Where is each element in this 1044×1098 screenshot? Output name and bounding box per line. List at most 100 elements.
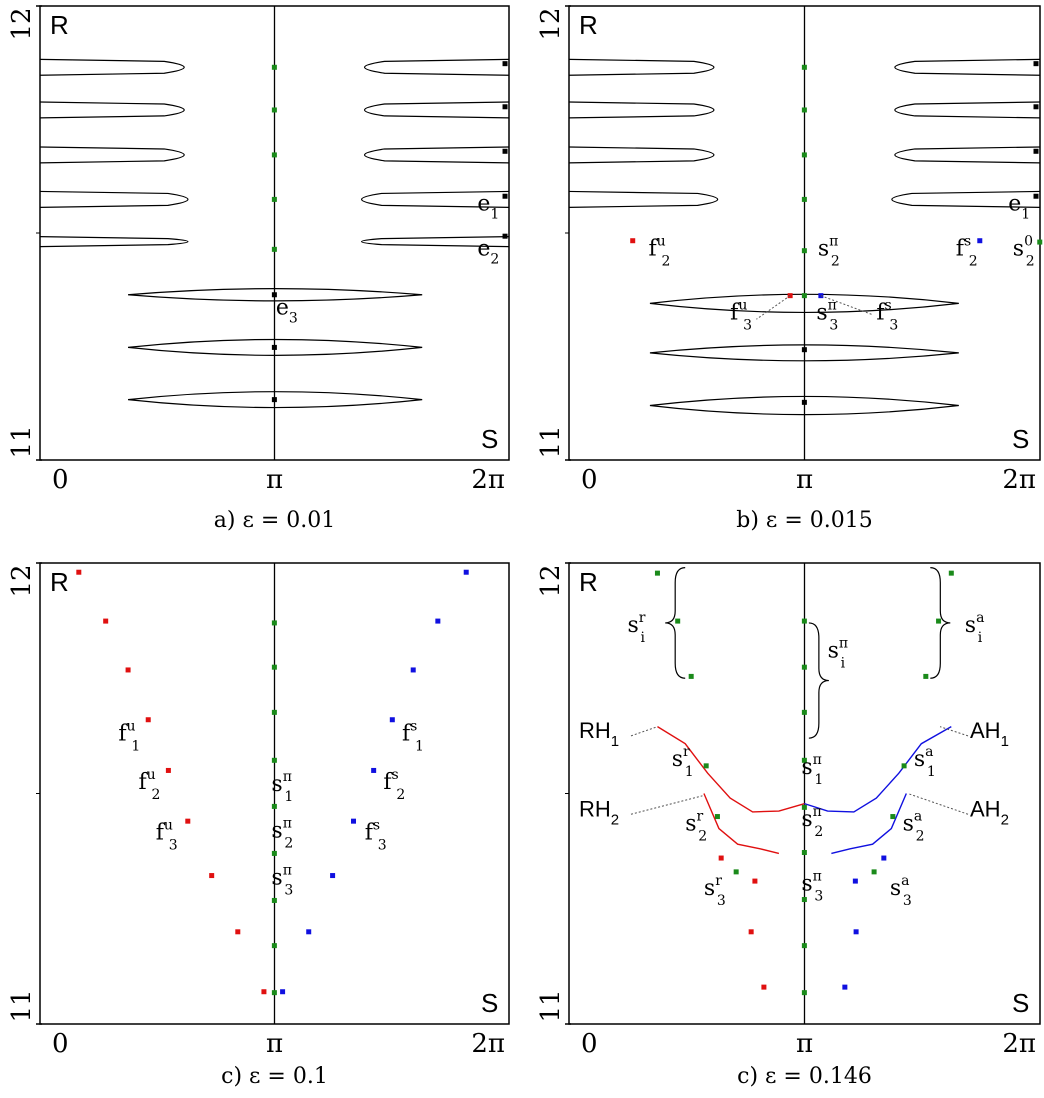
y-max-label: 12 — [536, 7, 566, 40]
y-min-label: 11 — [536, 989, 566, 1022]
data-point — [654, 570, 660, 576]
data-point — [435, 618, 441, 624]
leader-line — [756, 295, 791, 320]
island-curve — [360, 190, 509, 208]
data-point — [502, 148, 508, 154]
island-curve — [649, 344, 959, 362]
data-point — [718, 855, 724, 861]
data-point — [703, 763, 709, 769]
panel-caption: c) ε = 0.146 — [737, 1064, 872, 1089]
island-curve — [128, 288, 423, 302]
island-curve — [363, 146, 509, 164]
data-point — [271, 620, 277, 626]
data-point — [801, 943, 807, 949]
data-point — [801, 804, 807, 810]
data-point — [271, 803, 277, 809]
data-point — [371, 767, 377, 773]
island-curve — [568, 58, 715, 76]
y-axis-letter: R — [50, 567, 69, 597]
data-point — [271, 196, 277, 202]
point-label: e2 — [477, 237, 499, 268]
series-line — [657, 726, 805, 813]
point-label: sa 2 — [903, 808, 925, 844]
data-point — [852, 878, 858, 884]
data-point — [936, 618, 942, 624]
data-point — [280, 989, 286, 995]
point-label: sπ i — [828, 636, 849, 672]
data-point — [502, 104, 508, 110]
data-point — [145, 717, 151, 723]
data-point — [1033, 104, 1039, 110]
point-label: sπ 2 — [271, 815, 293, 851]
curve-label: RH2 — [579, 797, 619, 829]
leader-line — [630, 795, 703, 815]
data-point — [977, 238, 983, 244]
data-point — [801, 248, 807, 254]
data-point — [271, 292, 277, 298]
y-axis-letter: R — [579, 10, 598, 40]
y-axis-letter: R — [579, 567, 598, 597]
data-point — [502, 61, 508, 67]
panel-1: 12 11 R S 0 π 2π a) ε = 0.01 e1 e2 e3 — [7, 5, 510, 533]
data-point — [389, 717, 395, 723]
data-point — [923, 673, 929, 679]
data-point — [271, 152, 277, 158]
x-tick-label: π — [266, 1029, 283, 1059]
point-label: fs 1 — [402, 718, 424, 754]
x-tick-label: 2π — [1002, 1029, 1036, 1059]
point-label: sr 1 — [672, 744, 694, 780]
x-axis-letter: S — [481, 988, 498, 1018]
data-point — [271, 246, 277, 252]
point-label: sπ 2 — [801, 804, 823, 840]
series-line — [804, 726, 952, 813]
x-tick-label: 0 — [581, 465, 598, 495]
data-point — [165, 767, 171, 773]
data-point — [761, 984, 767, 990]
data-point — [271, 107, 277, 113]
data-point — [1033, 61, 1039, 67]
data-point — [209, 873, 215, 879]
data-point — [103, 618, 109, 624]
data-point — [410, 667, 416, 673]
data-point — [881, 855, 887, 861]
data-point — [801, 709, 807, 715]
data-point — [463, 569, 469, 575]
point-label: sπ 3 — [271, 862, 293, 898]
data-point — [871, 869, 877, 875]
data-point — [502, 193, 508, 199]
data-point — [125, 667, 131, 673]
data-point — [630, 238, 636, 244]
panel-4: 12 11 R S 0 π 2π c) ε = 0.146 sr i sπ i sa i sr 1 sπ 1 sa 1… — [536, 562, 1041, 1089]
x-tick-label: π — [266, 465, 283, 495]
island-curve — [39, 236, 189, 248]
island-curve — [128, 338, 423, 356]
island-curve — [39, 146, 185, 164]
point-label: fs 3 — [876, 297, 898, 333]
y-max-label: 12 — [7, 564, 37, 597]
x-axis-letter: S — [1012, 988, 1029, 1018]
data-point — [76, 569, 82, 575]
data-point — [801, 990, 807, 996]
island-curve — [649, 293, 959, 314]
y-max-label: 12 — [536, 564, 566, 597]
y-min-label: 11 — [7, 425, 37, 458]
point-label: s0 2 — [1013, 234, 1035, 270]
panel-caption: b) ε = 0.015 — [736, 508, 872, 533]
island-curve — [894, 101, 1040, 119]
island-curve — [891, 190, 1040, 208]
data-point — [853, 929, 859, 935]
x-tick-label: 0 — [52, 465, 69, 495]
point-label: fu 2 — [139, 767, 161, 803]
curve-label: AH2 — [970, 797, 1009, 829]
data-point — [271, 943, 277, 949]
x-tick-label: 0 — [52, 1029, 69, 1059]
leader-line — [820, 295, 873, 316]
point-label: sπ 1 — [801, 752, 823, 788]
point-label: sr i — [627, 610, 645, 646]
point-label: sa 3 — [890, 873, 912, 909]
data-point — [235, 929, 241, 935]
point-label: fu 2 — [648, 234, 670, 270]
x-axis-letter: S — [1012, 424, 1029, 454]
data-point — [733, 869, 739, 875]
data-point — [714, 814, 720, 820]
